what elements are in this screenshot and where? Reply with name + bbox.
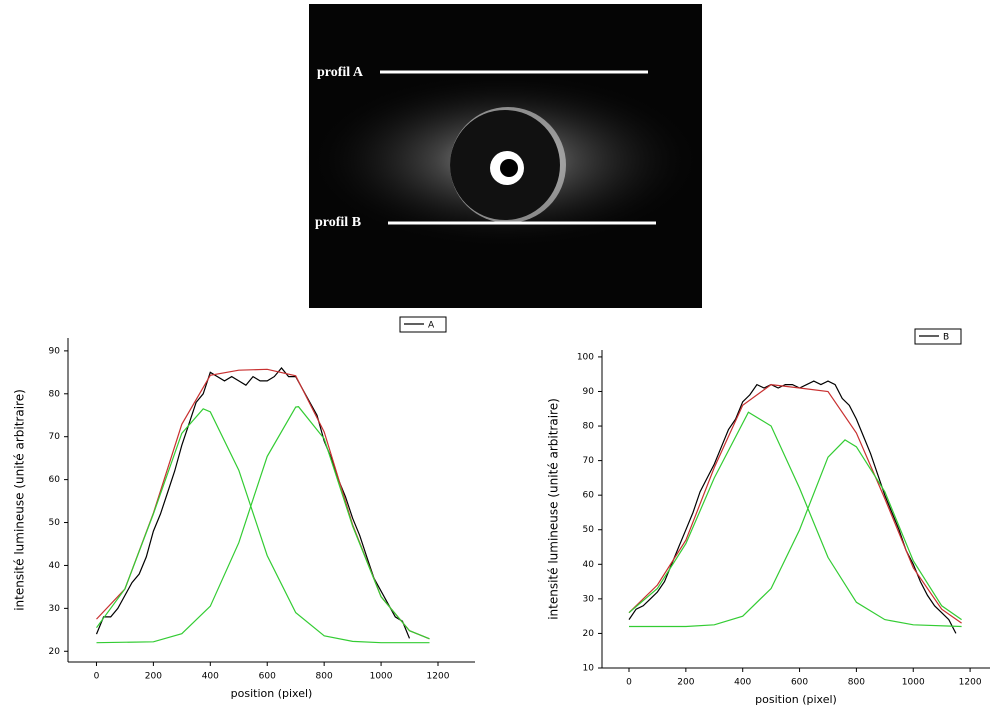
- diffraction-image: profil A profil B: [305, 4, 705, 308]
- plot-area: [95, 367, 430, 644]
- data-line: [628, 383, 962, 624]
- data-line: [95, 367, 411, 639]
- y-tick-label: 30: [49, 604, 61, 614]
- x-tick-label: 0: [94, 672, 100, 682]
- x-tick-label: 400: [734, 678, 751, 688]
- x-tick-label: 600: [791, 678, 808, 688]
- x-axis-label: position (pixel): [755, 693, 837, 706]
- y-tick-label: 100: [577, 352, 594, 362]
- y-tick-label: 80: [583, 422, 595, 432]
- y-tick-label: 50: [49, 518, 61, 528]
- x-tick-label: 800: [316, 672, 333, 682]
- y-tick-label: 90: [583, 387, 595, 397]
- y-tick-label: 30: [583, 594, 595, 604]
- x-axis-label: position (pixel): [231, 687, 313, 700]
- y-tick-label: 70: [49, 432, 61, 442]
- legend-label: A: [428, 321, 435, 331]
- x-tick-label: 200: [677, 678, 694, 688]
- y-tick-label: 60: [49, 475, 61, 485]
- y-axis-label: intensité lumineuse (unité arbitraire): [13, 389, 27, 611]
- data-line: [628, 411, 962, 628]
- y-tick-label: 10: [583, 664, 595, 674]
- beam-center: [500, 159, 518, 177]
- x-tick-label: 1000: [370, 672, 393, 682]
- y-tick-label: 60: [583, 491, 595, 501]
- plot-area: [628, 380, 962, 634]
- x-tick-label: 1200: [959, 678, 982, 688]
- y-tick-label: 80: [49, 389, 61, 399]
- y-tick-label: 40: [49, 561, 61, 571]
- x-tick-label: 200: [145, 672, 162, 682]
- y-tick-label: 20: [49, 647, 61, 657]
- x-tick-label: 400: [202, 672, 219, 682]
- chart: 20 30 40 50 60 70 80 90 0 200 400 600 800 1000 1200 pos…: [13, 316, 475, 700]
- y-tick-label: 90: [49, 346, 61, 356]
- data-line: [628, 380, 957, 634]
- y-tick-label: 50: [583, 525, 595, 535]
- data-line: [96, 406, 430, 644]
- data-line: [629, 439, 962, 628]
- x-tick-label: 1000: [902, 678, 925, 688]
- legend-label: B: [943, 333, 949, 343]
- data-line: [96, 408, 430, 644]
- profile-label: profil A: [317, 65, 364, 80]
- x-tick-label: 600: [259, 672, 276, 682]
- x-tick-label: 1200: [427, 672, 450, 682]
- data-line: [96, 368, 430, 640]
- y-axis-label: intensité lumineuse (unité arbitraire): [547, 398, 561, 620]
- y-tick-label: 70: [583, 456, 595, 466]
- y-tick-label: 20: [583, 629, 595, 639]
- x-tick-label: 0: [626, 678, 632, 688]
- profile-label: profil B: [315, 215, 361, 230]
- x-tick-label: 800: [848, 678, 865, 688]
- y-tick-label: 40: [583, 560, 595, 570]
